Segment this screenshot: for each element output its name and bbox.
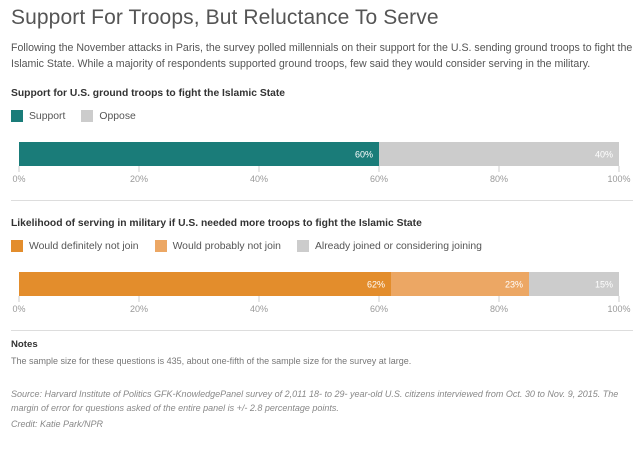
data-label: 60%	[355, 150, 373, 160]
tick-label: 100%	[607, 174, 630, 184]
tick-label: 0%	[12, 304, 25, 314]
page-title: Support For Troops, But Reluctance To Se…	[11, 6, 439, 29]
data-label: 62%	[367, 280, 385, 290]
legend-item: Already joined or considering joining	[296, 240, 482, 252]
tick-label: 60%	[370, 304, 388, 314]
chart-2-title: Likelihood of serving in military if U.S…	[11, 218, 422, 229]
tick-label: 80%	[490, 174, 508, 184]
bar-segment	[529, 272, 619, 296]
bar-segment	[19, 272, 391, 296]
legend-item: Would probably not join	[154, 240, 281, 252]
credit-text: Credit: Katie Park/NPR	[11, 419, 104, 429]
notes-text: The sample size for these questions is 4…	[11, 356, 412, 366]
bar-segment	[19, 142, 379, 166]
legend-swatch	[11, 110, 23, 122]
legend-item: Support	[11, 110, 65, 122]
data-label: 23%	[505, 280, 523, 290]
legend-swatch	[11, 240, 23, 252]
intro-text: Following the November attacks in Paris,…	[11, 42, 633, 70]
tick-label: 0%	[12, 174, 25, 184]
chart-2-plot: 62% 23% 15% 0% 20% 40% 60% 80% 100%	[12, 272, 631, 314]
notes-heading: Notes	[11, 339, 38, 350]
chart-1-plot: 60% 40% 0% 20% 40% 60% 80% 100%	[12, 142, 631, 184]
tick-label: 40%	[250, 174, 268, 184]
tick-label: 20%	[130, 304, 148, 314]
legend-label: Already joined or considering joining	[314, 240, 482, 252]
tick-label: 100%	[607, 304, 630, 314]
legend-label: Would definitely not join	[29, 240, 139, 252]
legend-label: Support	[29, 110, 66, 122]
legend-swatch	[154, 240, 167, 252]
section-divider	[11, 200, 633, 201]
tick-label: 20%	[130, 174, 148, 184]
legend-item: Would definitely not join	[11, 240, 139, 252]
data-label: 40%	[595, 150, 613, 160]
data-label: 15%	[595, 280, 613, 290]
bar-segment	[391, 272, 529, 296]
legend-swatch	[296, 240, 309, 252]
notes-divider	[11, 330, 633, 331]
chart-1-legend: Support Oppose	[11, 110, 152, 122]
tick-label: 80%	[490, 304, 508, 314]
bar-segment	[379, 142, 619, 166]
source-text: Source: Harvard Institute of Politics GF…	[11, 389, 619, 413]
legend-swatch	[81, 110, 94, 122]
tick-label: 60%	[370, 174, 388, 184]
tick-label: 40%	[250, 304, 268, 314]
legend-label: Would probably not join	[172, 240, 281, 252]
chart-1-title: Support for U.S. ground troops to fight …	[11, 88, 286, 99]
chart-2-legend: Would definitely not join Would probably …	[11, 240, 498, 252]
legend-label: Oppose	[99, 110, 136, 122]
legend-item: Oppose	[81, 110, 136, 122]
